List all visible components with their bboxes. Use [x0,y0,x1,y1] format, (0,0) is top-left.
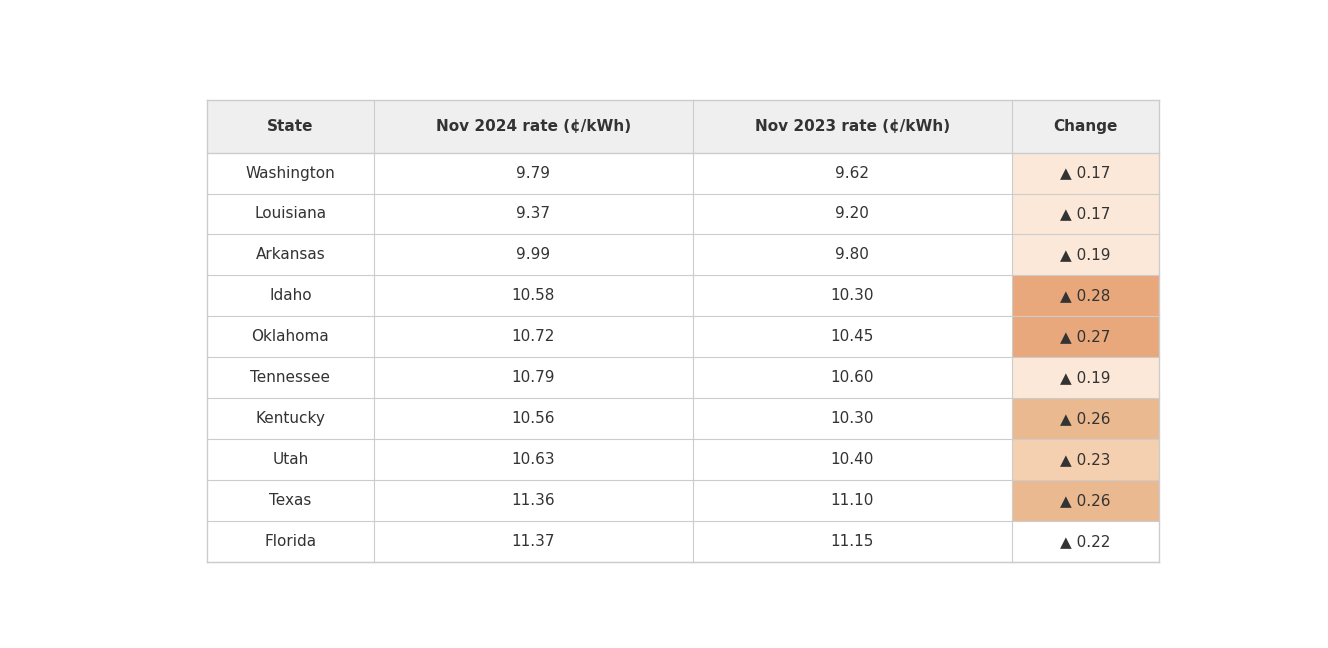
FancyBboxPatch shape [207,100,373,153]
Text: ▲ 0.19: ▲ 0.19 [1060,248,1110,262]
Text: ▲ 0.26: ▲ 0.26 [1060,411,1110,426]
FancyBboxPatch shape [693,480,1012,521]
FancyBboxPatch shape [1012,398,1159,439]
Text: Nov 2023 rate (¢/kWh): Nov 2023 rate (¢/kWh) [754,119,950,134]
Text: 10.40: 10.40 [830,452,874,467]
FancyBboxPatch shape [373,275,693,316]
Text: 10.60: 10.60 [830,370,874,385]
FancyBboxPatch shape [373,194,693,235]
FancyBboxPatch shape [207,521,373,562]
Text: Texas: Texas [270,493,312,508]
FancyBboxPatch shape [1012,521,1159,562]
FancyBboxPatch shape [693,398,1012,439]
Text: 9.37: 9.37 [517,207,550,222]
FancyBboxPatch shape [693,235,1012,275]
FancyBboxPatch shape [373,439,693,480]
FancyBboxPatch shape [693,521,1012,562]
Text: 9.62: 9.62 [835,165,869,181]
FancyBboxPatch shape [1012,100,1159,153]
Text: 10.56: 10.56 [511,411,555,426]
Text: Florida: Florida [264,534,316,549]
Text: Idaho: Idaho [270,288,312,303]
FancyBboxPatch shape [1012,194,1159,235]
Text: 11.36: 11.36 [511,493,555,508]
Text: ▲ 0.22: ▲ 0.22 [1060,534,1110,549]
FancyBboxPatch shape [207,153,373,194]
FancyBboxPatch shape [693,316,1012,357]
Text: State: State [267,119,313,134]
FancyBboxPatch shape [207,439,373,480]
Text: Washington: Washington [246,165,336,181]
Text: ▲ 0.23: ▲ 0.23 [1060,452,1110,467]
Text: 10.30: 10.30 [830,411,874,426]
Text: 10.63: 10.63 [511,452,555,467]
FancyBboxPatch shape [1012,275,1159,316]
FancyBboxPatch shape [693,357,1012,398]
FancyBboxPatch shape [207,398,373,439]
Text: ▲ 0.26: ▲ 0.26 [1060,493,1110,508]
FancyBboxPatch shape [207,235,373,275]
Text: 10.72: 10.72 [511,329,555,344]
FancyBboxPatch shape [207,357,373,398]
FancyBboxPatch shape [1012,235,1159,275]
Text: ▲ 0.17: ▲ 0.17 [1060,207,1110,222]
Text: 11.15: 11.15 [830,534,874,549]
Text: Tennessee: Tennessee [251,370,331,385]
Text: 9.20: 9.20 [835,207,869,222]
FancyBboxPatch shape [373,316,693,357]
Text: 11.10: 11.10 [830,493,874,508]
Text: ▲ 0.19: ▲ 0.19 [1060,370,1110,385]
FancyBboxPatch shape [693,100,1012,153]
FancyBboxPatch shape [373,521,693,562]
FancyBboxPatch shape [373,100,693,153]
Text: 11.37: 11.37 [511,534,555,549]
FancyBboxPatch shape [373,153,693,194]
Text: Change: Change [1053,119,1118,134]
Text: Utah: Utah [272,452,308,467]
Text: 10.58: 10.58 [511,288,555,303]
FancyBboxPatch shape [1012,480,1159,521]
FancyBboxPatch shape [207,316,373,357]
Text: Kentucky: Kentucky [255,411,325,426]
Text: 10.45: 10.45 [830,329,874,344]
FancyBboxPatch shape [207,275,373,316]
Text: ▲ 0.27: ▲ 0.27 [1060,329,1110,344]
Text: 10.79: 10.79 [511,370,555,385]
FancyBboxPatch shape [207,480,373,521]
FancyBboxPatch shape [373,480,693,521]
FancyBboxPatch shape [1012,316,1159,357]
Text: ▲ 0.28: ▲ 0.28 [1060,288,1110,303]
Text: 9.79: 9.79 [517,165,550,181]
Text: 9.99: 9.99 [517,248,550,262]
FancyBboxPatch shape [693,194,1012,235]
FancyBboxPatch shape [693,439,1012,480]
Text: Nov 2024 rate (¢/kWh): Nov 2024 rate (¢/kWh) [436,119,631,134]
FancyBboxPatch shape [373,398,693,439]
Text: ▲ 0.17: ▲ 0.17 [1060,165,1110,181]
Text: 10.30: 10.30 [830,288,874,303]
Text: 9.80: 9.80 [835,248,869,262]
FancyBboxPatch shape [1012,439,1159,480]
FancyBboxPatch shape [373,357,693,398]
Text: Louisiana: Louisiana [255,207,327,222]
FancyBboxPatch shape [1012,357,1159,398]
FancyBboxPatch shape [1012,153,1159,194]
Text: Arkansas: Arkansas [255,248,325,262]
FancyBboxPatch shape [693,275,1012,316]
FancyBboxPatch shape [693,153,1012,194]
FancyBboxPatch shape [207,194,373,235]
Text: Oklahoma: Oklahoma [251,329,329,344]
FancyBboxPatch shape [373,235,693,275]
